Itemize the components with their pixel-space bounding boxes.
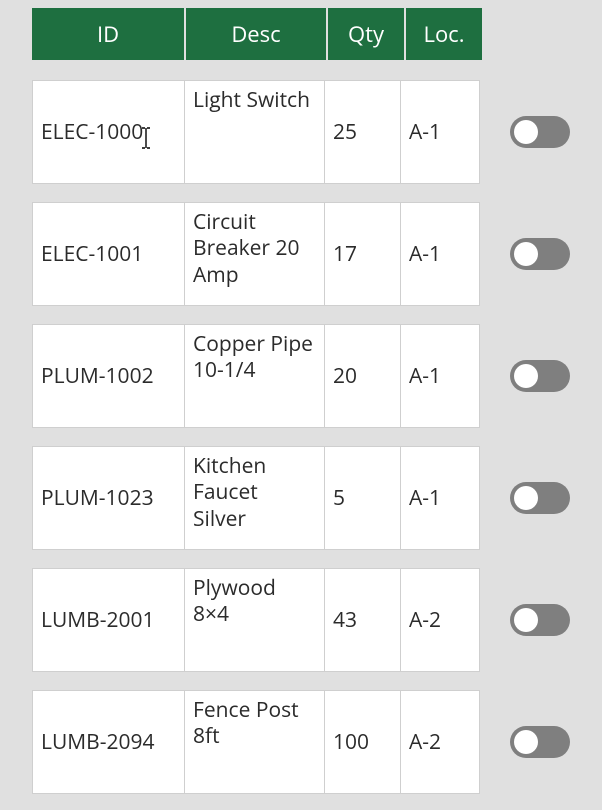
row-card[interactable]: PLUM-1002 Copper Pipe 10-1/4 20 A-1 [32,324,480,428]
cell-qty: 25 [325,81,401,183]
header-id: ID [32,8,184,60]
table-row: ELEC-1001 Circuit Breaker 20 Amp 17 A-1 [32,202,594,306]
row-toggle[interactable] [510,726,570,758]
row-card[interactable]: PLUM-1023 Kitchen Faucet Silver 5 A-1 [32,446,480,550]
cell-loc: A-1 [401,203,477,305]
cell-desc: Light Switch [185,81,325,183]
cell-qty: 5 [325,447,401,549]
table-row: LUMB-2001 Plywood 8×4 43 A-2 [32,568,594,672]
cell-loc: A-2 [401,569,477,671]
row-toggle[interactable] [510,482,570,514]
header-desc: Desc [186,8,326,60]
header-qty: Qty [328,8,404,60]
cell-qty: 100 [325,691,401,793]
header-loc: Loc. [406,8,482,60]
row-toggle[interactable] [510,238,570,270]
cell-qty: 17 [325,203,401,305]
table-row: LUMB-2094 Fence Post 8ft 100 A-2 [32,690,594,794]
cell-loc: A-1 [401,81,477,183]
row-card[interactable]: LUMB-2094 Fence Post 8ft 100 A-2 [32,690,480,794]
toggle-knob [514,486,538,510]
table-row: PLUM-1002 Copper Pipe 10-1/4 20 A-1 [32,324,594,428]
table-row: PLUM-1023 Kitchen Faucet Silver 5 A-1 [32,446,594,550]
inventory-page: ID Desc Qty Loc. ELEC-1000 Light Switch … [0,0,602,794]
row-toggle[interactable] [510,116,570,148]
cell-loc: A-2 [401,691,477,793]
row-toggle[interactable] [510,604,570,636]
toggle-knob [514,242,538,266]
cell-loc: A-1 [401,447,477,549]
cell-qty: 20 [325,325,401,427]
row-card[interactable]: ELEC-1000 Light Switch 25 A-1 [32,80,480,184]
table-header: ID Desc Qty Loc. [32,8,594,60]
toggle-knob [514,730,538,754]
cell-desc: Kitchen Faucet Silver [185,447,325,549]
cell-desc: Copper Pipe 10-1/4 [185,325,325,427]
cell-desc: Circuit Breaker 20 Amp [185,203,325,305]
cell-qty: 43 [325,569,401,671]
cell-id: PLUM-1002 [33,325,185,427]
toggle-knob [514,120,538,144]
cell-id: ELEC-1001 [33,203,185,305]
cell-desc: Fence Post 8ft [185,691,325,793]
row-toggle[interactable] [510,360,570,392]
row-card[interactable]: ELEC-1001 Circuit Breaker 20 Amp 17 A-1 [32,202,480,306]
cell-id: LUMB-2094 [33,691,185,793]
cell-id: ELEC-1000 [33,81,185,183]
cell-id: LUMB-2001 [33,569,185,671]
toggle-knob [514,608,538,632]
cell-id: PLUM-1023 [33,447,185,549]
row-card[interactable]: LUMB-2001 Plywood 8×4 43 A-2 [32,568,480,672]
table-row: ELEC-1000 Light Switch 25 A-1 [32,80,594,184]
cell-loc: A-1 [401,325,477,427]
cell-desc: Plywood 8×4 [185,569,325,671]
toggle-knob [514,364,538,388]
